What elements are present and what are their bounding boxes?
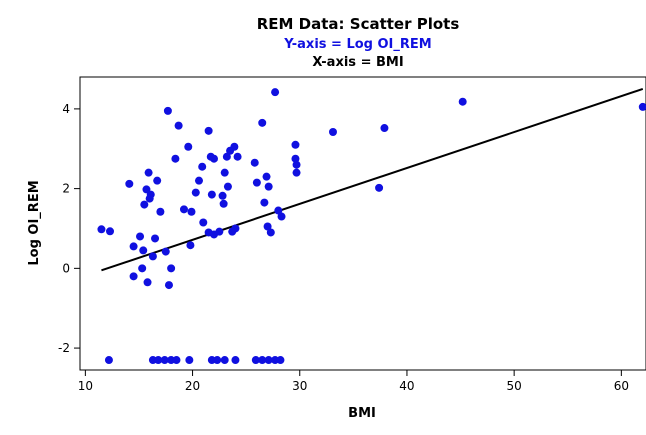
chart-subtitle: Y-axis = Log OI_REM (283, 37, 431, 52)
data-point (215, 227, 224, 236)
data-point (258, 356, 267, 365)
data-point (186, 241, 195, 250)
data-point (266, 228, 275, 237)
data-point (143, 278, 152, 287)
y-tick-label: -2 (58, 341, 70, 355)
x-tick-label: 50 (507, 379, 522, 393)
y-tick-label: 2 (62, 182, 70, 196)
y-tick-label: 0 (62, 261, 70, 275)
data-point (250, 158, 259, 167)
data-point (458, 97, 467, 106)
data-point (163, 106, 172, 115)
data-point (291, 140, 300, 149)
data-point (220, 168, 229, 177)
data-point (140, 200, 149, 209)
x-tick-label: 10 (78, 379, 93, 393)
data-point (139, 246, 148, 255)
data-point (204, 126, 213, 135)
data-point (218, 191, 227, 200)
data-point (375, 183, 384, 192)
data-point (380, 124, 389, 133)
data-point (125, 179, 134, 188)
data-point (153, 176, 162, 185)
data-point (222, 152, 231, 161)
data-point (161, 247, 170, 256)
data-point (97, 225, 106, 234)
data-point (129, 272, 138, 281)
data-point (138, 264, 147, 273)
data-point (151, 234, 160, 243)
x-axis-label: BMI (348, 406, 376, 421)
chart-title: REM Data: Scatter Plots (257, 15, 460, 33)
data-point (184, 142, 193, 151)
data-point (223, 182, 232, 191)
data-point (292, 160, 301, 169)
data-points (97, 88, 646, 365)
data-point (213, 356, 222, 365)
data-point (104, 356, 113, 365)
data-point (185, 356, 194, 365)
data-point (171, 154, 180, 163)
x-tick-label: 20 (185, 379, 200, 393)
data-point (264, 182, 273, 191)
data-point (144, 168, 153, 177)
x-tick-label: 60 (614, 379, 629, 393)
data-point (230, 142, 239, 151)
data-point (251, 356, 260, 365)
data-point (136, 232, 145, 241)
data-point (276, 356, 285, 365)
data-point (209, 154, 218, 163)
data-point (167, 264, 176, 273)
data-point (174, 121, 183, 130)
data-point (260, 198, 269, 207)
data-point (291, 154, 300, 163)
data-point (164, 281, 173, 290)
data-point (129, 242, 138, 251)
data-point (264, 356, 273, 365)
data-point (191, 188, 200, 197)
data-point (328, 128, 337, 137)
data-point (220, 356, 229, 365)
data-point (146, 190, 155, 199)
data-point (148, 252, 157, 261)
y-axis-label: Log OI_REM (27, 180, 42, 265)
data-point (156, 207, 165, 216)
data-point (252, 178, 261, 187)
data-point (258, 118, 267, 127)
data-point (638, 102, 646, 111)
data-point (194, 176, 203, 185)
x-tick-label: 30 (292, 379, 307, 393)
x-tick-label: 40 (399, 379, 414, 393)
regression-line (101, 88, 644, 272)
data-point (292, 168, 301, 177)
y-axis-ticks: -2 0 2 4 (58, 102, 80, 355)
data-point (231, 224, 240, 233)
data-point (274, 206, 283, 215)
data-point (271, 88, 280, 97)
chart-subtitle-2: X-axis = BMI (312, 55, 403, 70)
data-point (263, 222, 272, 231)
data-point (154, 356, 163, 365)
x-axis-ticks: 10 20 30 40 50 60 (78, 370, 629, 393)
data-point (198, 162, 207, 171)
data-point (262, 172, 271, 181)
plot-frame (79, 76, 646, 371)
y-tick-label: 4 (62, 102, 70, 116)
data-point (160, 356, 169, 365)
data-point (199, 218, 208, 227)
data-point (207, 190, 216, 199)
data-point (231, 356, 240, 365)
data-point (187, 207, 196, 216)
data-point (172, 356, 181, 365)
data-point (179, 205, 188, 214)
data-point (277, 212, 286, 221)
data-point (219, 199, 228, 208)
data-point (106, 227, 115, 236)
data-point (233, 152, 242, 161)
